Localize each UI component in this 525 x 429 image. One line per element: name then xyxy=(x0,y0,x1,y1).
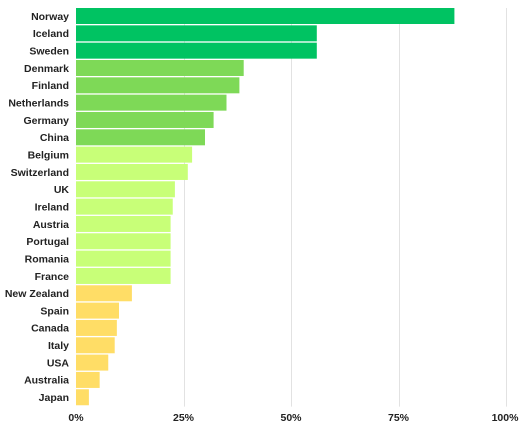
bar-australia xyxy=(76,371,100,388)
category-label-belgium: Belgium xyxy=(28,149,69,161)
category-label-new-zealand: New Zealand xyxy=(5,288,69,300)
x-tick-label-100: 100% xyxy=(492,412,520,424)
bar-denmark xyxy=(76,59,244,76)
bar-germany xyxy=(76,111,214,128)
bar-austria xyxy=(76,215,171,232)
bar-spain xyxy=(76,302,119,319)
grid-lines xyxy=(184,8,507,407)
bar-japan xyxy=(76,389,89,406)
category-label-france: France xyxy=(35,271,70,283)
x-axis-tick-labels: 0% 25% 50% 75% 100% xyxy=(68,412,519,424)
category-label-denmark: Denmark xyxy=(24,63,69,75)
bar-finland xyxy=(76,77,240,94)
category-label-netherlands: Netherlands xyxy=(8,97,69,109)
category-label-portugal: Portugal xyxy=(26,236,69,248)
bar-new-zealand xyxy=(76,285,132,302)
category-label-romania: Romania xyxy=(25,253,70,265)
category-labels: Norway Iceland Sweden Denmark Finland Netherl… xyxy=(5,11,70,404)
category-label-australia: Australia xyxy=(24,375,69,387)
bar-netherlands xyxy=(76,94,227,111)
bar-uk xyxy=(76,181,175,198)
category-label-china: China xyxy=(40,132,69,144)
bar-france xyxy=(76,267,171,284)
category-label-germany: Germany xyxy=(23,115,69,127)
category-label-switzerland: Switzerland xyxy=(11,167,69,179)
category-label-japan: Japan xyxy=(39,392,69,404)
category-label-norway: Norway xyxy=(31,11,69,23)
bar-portugal xyxy=(76,233,171,250)
category-label-sweden: Sweden xyxy=(29,45,69,57)
category-label-usa: USA xyxy=(47,357,70,369)
category-label-canada: Canada xyxy=(31,323,69,335)
bar-switzerland xyxy=(76,163,188,180)
category-label-iceland: Iceland xyxy=(33,28,69,40)
bar-iceland xyxy=(76,25,317,42)
x-tick-label-25: 25% xyxy=(173,412,195,424)
bars xyxy=(76,8,455,406)
bar-usa xyxy=(76,354,109,371)
category-label-austria: Austria xyxy=(33,219,69,231)
bar-canada xyxy=(76,319,117,336)
category-label-spain: Spain xyxy=(40,305,69,317)
bar-romania xyxy=(76,250,171,267)
bar-norway xyxy=(76,8,455,24)
category-label-finland: Finland xyxy=(32,80,69,92)
bar-ireland xyxy=(76,198,173,215)
x-tick-label-75: 75% xyxy=(388,412,410,424)
bar-italy xyxy=(76,337,115,354)
category-label-uk: UK xyxy=(54,184,70,196)
bar-belgium xyxy=(76,146,193,163)
category-label-italy: Italy xyxy=(48,340,69,352)
bar-china xyxy=(76,129,205,146)
x-tick-label-50: 50% xyxy=(280,412,302,424)
bar-sweden xyxy=(76,42,317,59)
x-tick-label-0: 0% xyxy=(68,412,84,424)
category-label-ireland: Ireland xyxy=(35,201,69,213)
